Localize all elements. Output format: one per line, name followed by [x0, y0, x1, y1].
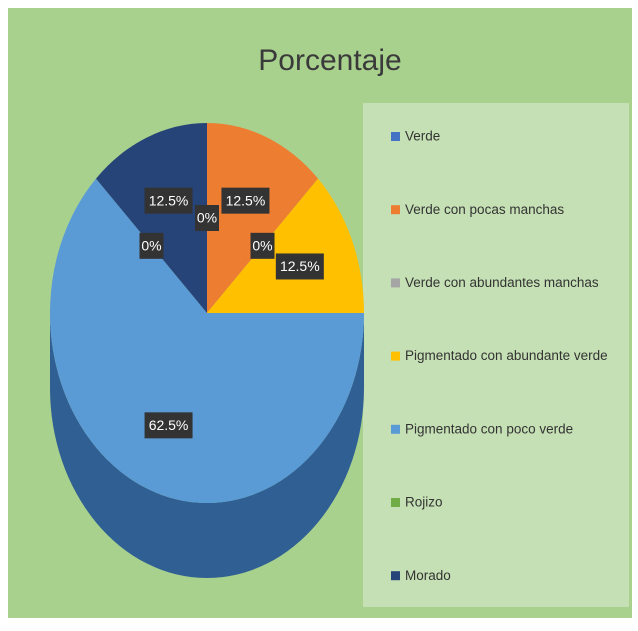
legend-swatch	[391, 571, 400, 581]
data-label-box	[275, 253, 324, 280]
legend-label: Verde con abundantes manchas	[405, 275, 599, 290]
legend-label: Pigmentado con abundante verde	[405, 348, 608, 363]
data-label-box	[144, 412, 193, 439]
pie-slice	[207, 123, 319, 313]
data-label: 0%	[197, 210, 217, 226]
pie-slice	[207, 178, 364, 313]
data-label: 0%	[141, 238, 161, 254]
legend-label: Pigmentado con poco verde	[405, 421, 573, 436]
pie-depth	[50, 313, 364, 578]
legend-swatch	[391, 132, 400, 141]
pie-slice	[95, 123, 207, 313]
data-label-box	[250, 232, 275, 259]
legend-swatch	[391, 498, 400, 507]
data-label-box	[144, 187, 193, 214]
legend-label: Verde	[405, 129, 440, 144]
data-label-box	[195, 205, 219, 231]
data-label: 12.5%	[280, 258, 320, 274]
data-label-box	[221, 187, 270, 214]
data-label: 12.5%	[226, 192, 266, 208]
data-label: 62.5%	[149, 417, 189, 433]
legend-swatch	[391, 351, 400, 361]
legend-swatch	[391, 278, 400, 288]
legend-box	[363, 103, 629, 607]
legend-label: Rojizo	[405, 495, 443, 510]
data-label-box	[139, 232, 164, 259]
legend-label: Morado	[405, 568, 451, 583]
data-label: 12.5%	[149, 192, 189, 208]
legend-swatch	[391, 424, 400, 434]
legend-label: Verde con pocas manchas	[405, 202, 564, 217]
pie-slice	[50, 178, 365, 503]
legend-swatch	[391, 205, 400, 215]
chart-title: Porcentaje	[258, 44, 401, 77]
data-label: 0%	[252, 238, 272, 254]
